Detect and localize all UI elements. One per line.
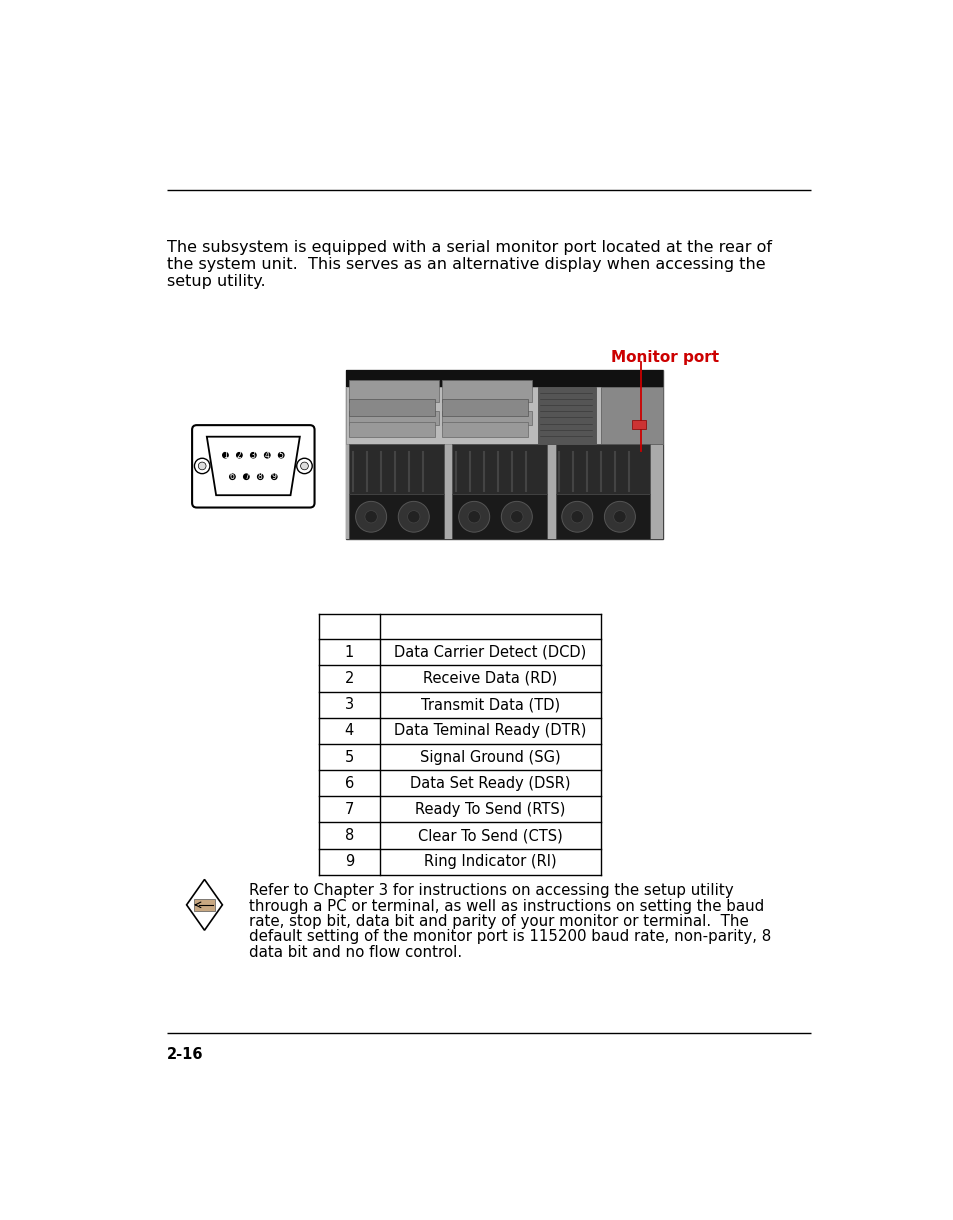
Bar <box>537 387 596 444</box>
Circle shape <box>510 511 522 523</box>
Bar <box>194 899 214 911</box>
Text: Data Set Ready (DSR): Data Set Ready (DSR) <box>410 776 570 791</box>
Text: 6: 6 <box>344 776 354 791</box>
Circle shape <box>251 453 255 458</box>
Text: rate, stop bit, data bit and parity of your monitor or terminal.  The: rate, stop bit, data bit and parity of y… <box>249 914 748 930</box>
Text: 9: 9 <box>272 472 276 481</box>
Text: 3: 3 <box>251 450 255 460</box>
Circle shape <box>257 475 263 479</box>
Bar <box>345 387 662 444</box>
Circle shape <box>613 511 625 523</box>
Text: 8: 8 <box>257 472 262 481</box>
Text: 2-16: 2-16 <box>167 1047 204 1063</box>
Bar <box>349 399 435 416</box>
Text: Clear To Send (CTS): Clear To Send (CTS) <box>417 828 562 843</box>
Polygon shape <box>207 437 299 495</box>
Text: 8: 8 <box>344 828 354 843</box>
Text: 1: 1 <box>344 645 354 660</box>
Text: the system unit.  This serves as an alternative display when accessing the: the system unit. This serves as an alter… <box>167 257 765 272</box>
Bar <box>600 387 662 444</box>
Circle shape <box>222 453 228 458</box>
FancyBboxPatch shape <box>192 425 314 508</box>
Text: 5: 5 <box>278 450 283 460</box>
Text: 1: 1 <box>223 450 228 460</box>
Text: 4: 4 <box>344 723 354 738</box>
Text: data bit and no flow control.: data bit and no flow control. <box>249 944 462 960</box>
Circle shape <box>296 459 312 473</box>
Text: Ready To Send (RTS): Ready To Send (RTS) <box>415 802 565 817</box>
Text: 6: 6 <box>230 472 234 481</box>
Bar <box>442 411 531 425</box>
Circle shape <box>198 462 206 470</box>
Text: 7: 7 <box>244 472 249 481</box>
Circle shape <box>458 501 489 532</box>
Bar <box>442 422 527 438</box>
Text: Signal Ground (SG): Signal Ground (SG) <box>419 749 560 765</box>
Circle shape <box>243 475 249 479</box>
Bar <box>349 494 443 539</box>
Bar <box>632 420 645 429</box>
Bar <box>345 370 662 539</box>
Circle shape <box>365 511 377 523</box>
Circle shape <box>355 501 386 532</box>
Bar <box>452 444 546 494</box>
Circle shape <box>300 462 308 470</box>
Text: 4: 4 <box>265 450 270 460</box>
Text: Monitor port: Monitor port <box>610 350 718 366</box>
Text: Transmit Data (TD): Transmit Data (TD) <box>420 697 559 712</box>
Bar <box>452 494 546 539</box>
Circle shape <box>407 511 419 523</box>
Circle shape <box>230 475 234 479</box>
Circle shape <box>264 453 270 458</box>
Circle shape <box>571 511 583 523</box>
Text: 2: 2 <box>344 671 354 686</box>
Text: 5: 5 <box>344 749 354 765</box>
Text: Ring Indicator (RI): Ring Indicator (RI) <box>424 854 557 869</box>
Text: setup utility.: setup utility. <box>167 274 266 289</box>
Circle shape <box>500 501 532 532</box>
Bar <box>349 444 443 494</box>
Text: 7: 7 <box>344 802 354 817</box>
Text: Data Teminal Ready (DTR): Data Teminal Ready (DTR) <box>394 723 586 738</box>
Text: The subsystem is equipped with a serial monitor port located at the rear of: The subsystem is equipped with a serial … <box>167 240 772 255</box>
Circle shape <box>272 475 276 479</box>
Bar <box>555 494 649 539</box>
Circle shape <box>278 453 284 458</box>
Circle shape <box>604 501 635 532</box>
Circle shape <box>397 501 429 532</box>
Bar <box>345 370 662 387</box>
Polygon shape <box>187 880 222 931</box>
Bar <box>555 444 649 494</box>
Bar <box>442 381 531 403</box>
Text: 9: 9 <box>344 854 354 869</box>
Bar <box>349 381 438 403</box>
Circle shape <box>236 453 242 458</box>
Text: Data Carrier Detect (DCD): Data Carrier Detect (DCD) <box>394 645 586 660</box>
Text: 3: 3 <box>344 697 354 712</box>
Circle shape <box>468 511 480 523</box>
Text: Refer to Chapter 3 for instructions on accessing the setup utility: Refer to Chapter 3 for instructions on a… <box>249 883 733 898</box>
Circle shape <box>561 501 592 532</box>
Bar <box>349 411 438 425</box>
Text: through a PC or terminal, as well as instructions on setting the baud: through a PC or terminal, as well as ins… <box>249 899 764 914</box>
Text: Receive Data (RD): Receive Data (RD) <box>423 671 557 686</box>
Circle shape <box>194 459 210 473</box>
Text: 2: 2 <box>236 450 241 460</box>
Bar <box>442 399 527 416</box>
Text: default setting of the monitor port is 115200 baud rate, non-parity, 8: default setting of the monitor port is 1… <box>249 930 771 944</box>
Bar <box>349 422 435 438</box>
Bar <box>345 387 662 539</box>
